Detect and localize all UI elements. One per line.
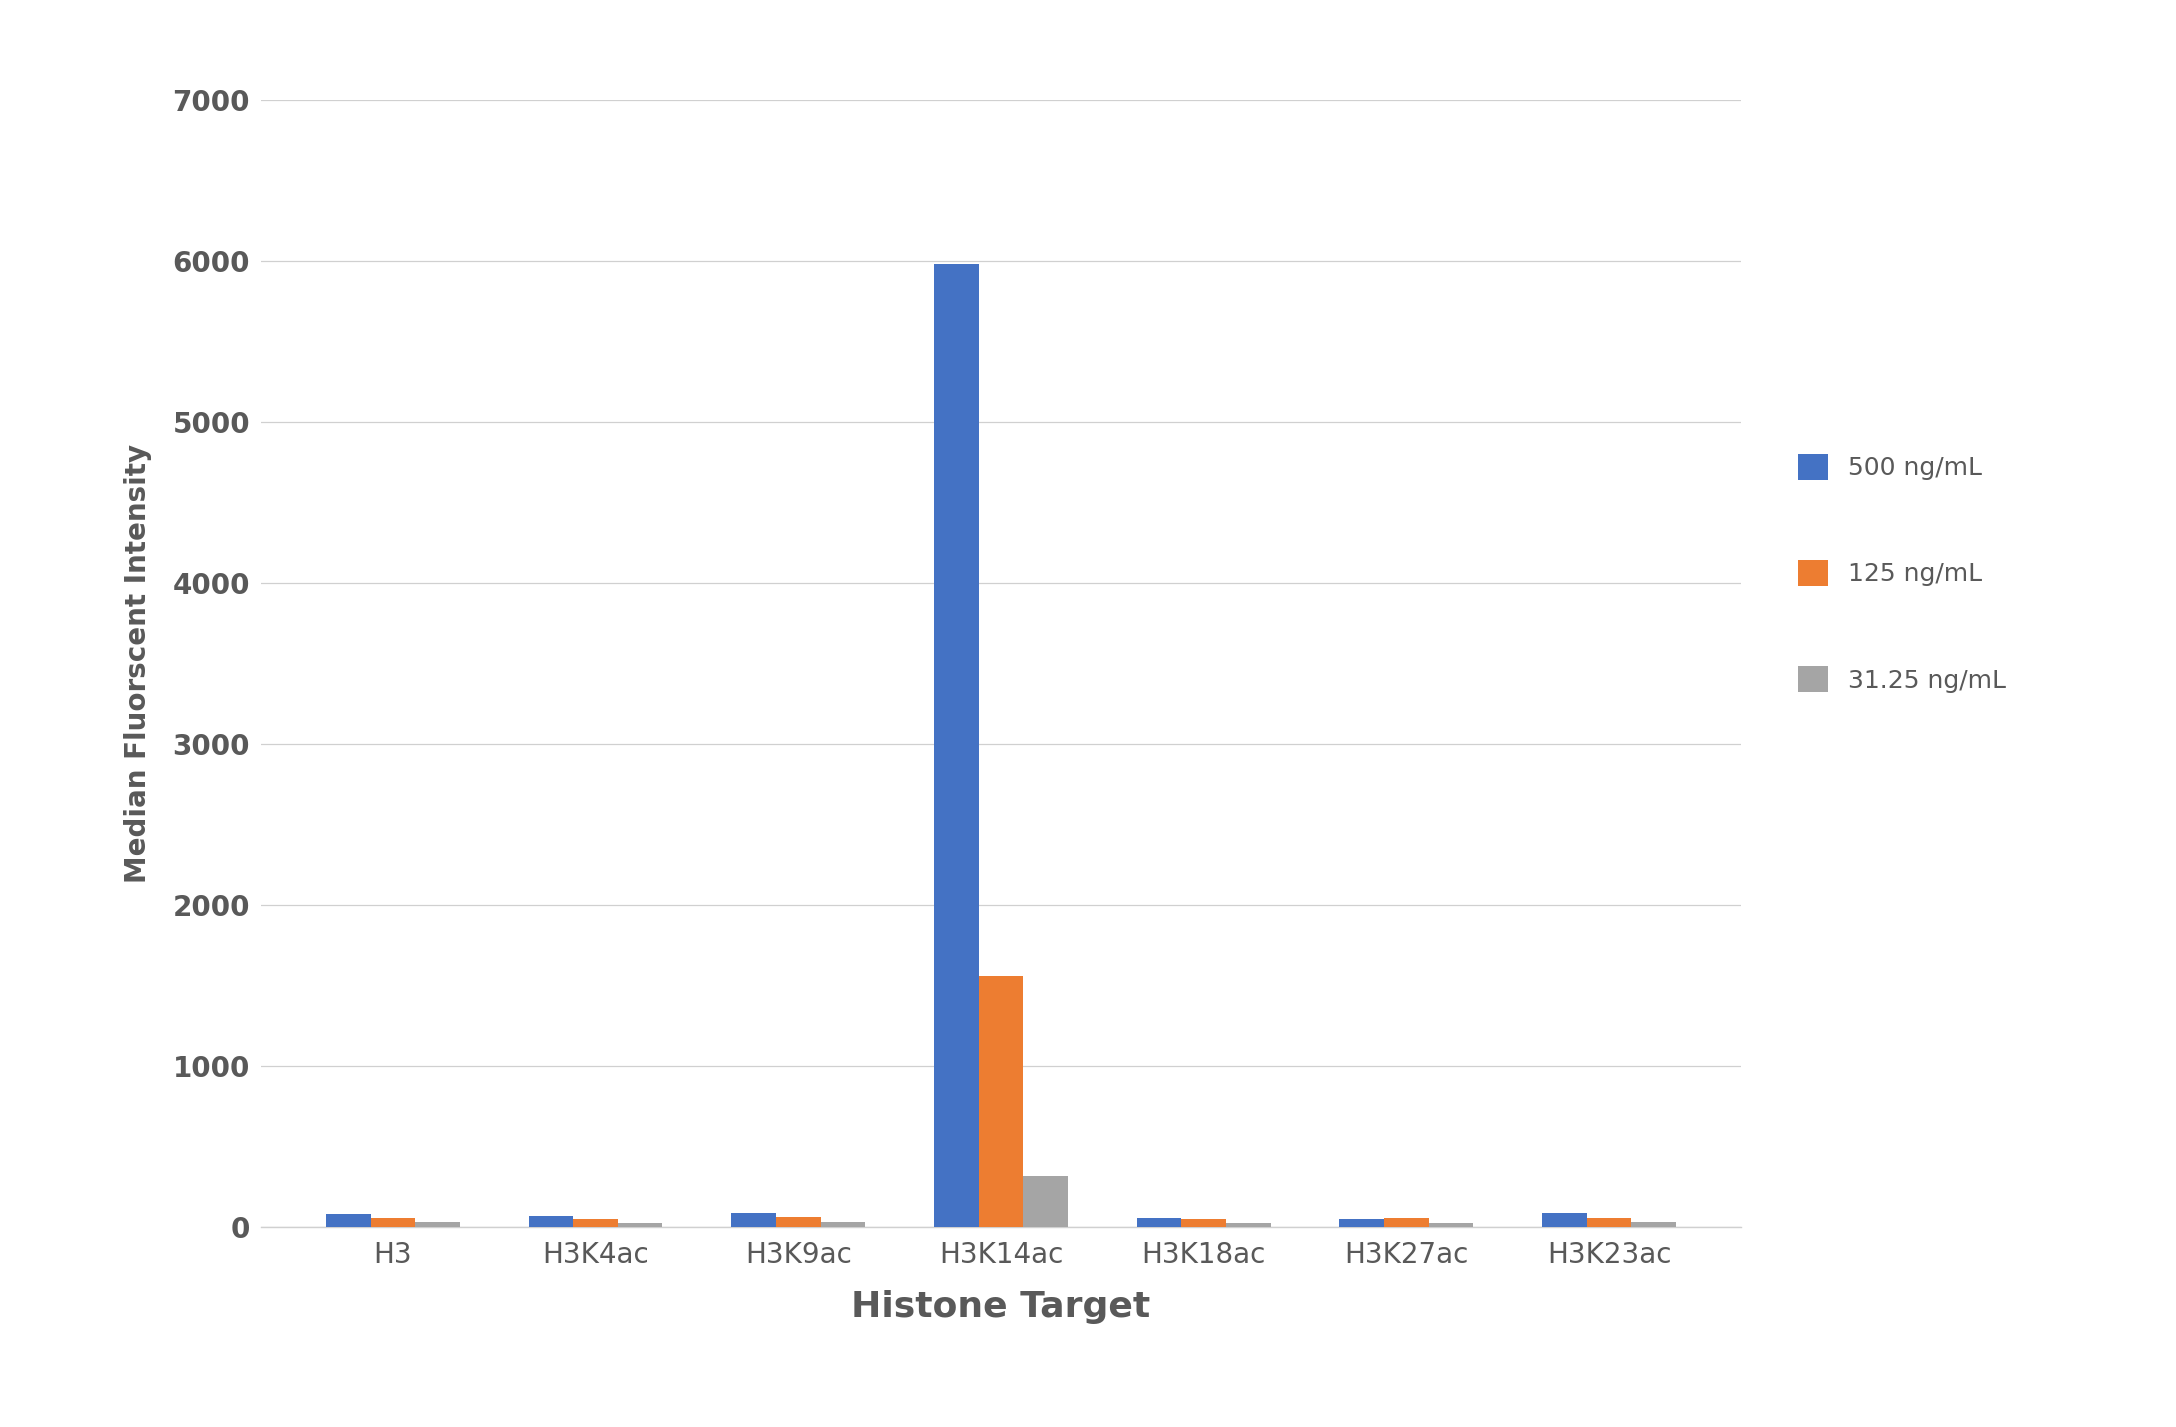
Bar [529, 1216, 572, 1227]
Legend: 500 ng/mL, 125 ng/mL, 31.25 ng/mL: 500 ng/mL, 125 ng/mL, 31.25 ng/mL [1797, 454, 2006, 692]
Bar [1430, 1223, 1473, 1227]
Bar [326, 1214, 370, 1227]
Bar [1136, 1219, 1182, 1227]
Bar [370, 1219, 416, 1227]
Bar [1384, 1219, 1430, 1227]
Bar [1225, 1223, 1271, 1227]
Bar [1182, 1219, 1225, 1227]
Bar [934, 264, 979, 1227]
Bar [820, 1223, 866, 1227]
Bar [1023, 1176, 1068, 1227]
Bar [731, 1213, 777, 1227]
Bar [416, 1223, 459, 1227]
Bar [572, 1219, 618, 1227]
Y-axis label: Median Fluorscent Intensity: Median Fluorscent Intensity [124, 444, 152, 883]
Bar [777, 1217, 820, 1227]
Bar [1586, 1217, 1632, 1227]
Bar [1543, 1213, 1586, 1227]
Bar [618, 1223, 662, 1227]
Bar [979, 976, 1023, 1227]
Bar [1632, 1223, 1676, 1227]
X-axis label: Histone Target: Histone Target [851, 1290, 1151, 1324]
Bar [1340, 1219, 1384, 1227]
